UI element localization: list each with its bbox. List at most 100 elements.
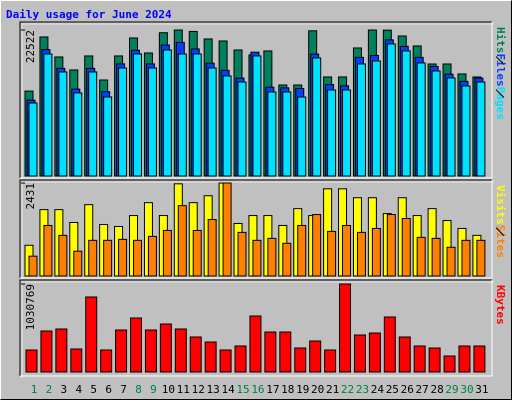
panel-bevel <box>21 281 494 378</box>
x-tick-label: 19 <box>296 383 309 396</box>
bar <box>25 349 38 373</box>
bar <box>88 239 98 277</box>
bar <box>103 239 113 277</box>
bar <box>222 75 232 177</box>
bar <box>413 345 426 373</box>
bar <box>353 334 366 373</box>
x-tick-label: 12 <box>192 383 205 396</box>
bar <box>28 102 38 177</box>
bar <box>252 55 262 177</box>
x-tick-label: 3 <box>61 383 68 396</box>
x-tick-label: 26 <box>401 383 414 396</box>
bar <box>401 50 411 177</box>
y-tick-label: 2431 <box>24 183 37 210</box>
bar <box>192 229 202 277</box>
bar <box>428 347 441 373</box>
bar <box>43 224 53 277</box>
bar <box>267 91 277 177</box>
bar <box>58 71 68 177</box>
bar <box>133 53 143 177</box>
bar <box>147 67 157 177</box>
bar <box>70 348 83 373</box>
legend-entry: Files <box>494 54 507 87</box>
bar <box>327 89 337 177</box>
bar <box>398 336 411 373</box>
bar <box>446 246 456 277</box>
legend-entry: KBytes <box>494 285 507 325</box>
x-tick-label: 21 <box>326 383 339 396</box>
panel-bevel <box>20 180 493 279</box>
bar <box>416 236 426 277</box>
x-tick-label: 9 <box>150 383 157 396</box>
y-tick-label: 1030769 <box>24 284 37 330</box>
bar <box>297 96 307 177</box>
panel-bevel <box>19 21 492 178</box>
x-tick-label: 1 <box>31 383 38 396</box>
bar <box>162 49 172 177</box>
bar <box>43 53 53 177</box>
x-tick-label: 17 <box>266 383 279 396</box>
x-tick-label: 20 <box>311 383 324 396</box>
x-tick-label: 30 <box>460 383 473 396</box>
bar <box>252 239 262 277</box>
legend-separator <box>495 89 505 98</box>
legend-separator <box>495 56 505 65</box>
legend-separator <box>495 227 505 237</box>
bar <box>249 315 262 373</box>
x-tick-label: 22 <box>341 383 354 396</box>
bar <box>130 317 143 373</box>
bar <box>115 329 128 373</box>
bar <box>147 235 157 277</box>
bar <box>204 341 217 373</box>
bar <box>356 63 366 177</box>
legend-entry: Visits <box>494 185 507 225</box>
bar <box>207 67 217 177</box>
chart-title: Daily usage for June 2024 <box>6 8 172 21</box>
x-tick-label: 8 <box>135 383 142 396</box>
bar <box>324 349 337 373</box>
legend-entry: Sites <box>494 225 507 258</box>
bar <box>177 53 187 177</box>
x-tick-label: 23 <box>356 383 369 396</box>
bar <box>294 347 307 373</box>
bar <box>222 182 232 277</box>
bar <box>386 43 396 177</box>
x-tick-label: 5 <box>90 383 97 396</box>
bar <box>73 92 83 177</box>
x-tick-label: 4 <box>75 383 82 396</box>
bar <box>282 242 292 277</box>
bar <box>189 336 202 373</box>
bar <box>162 229 172 277</box>
bar <box>103 96 113 177</box>
x-tick-label: 13 <box>207 383 220 396</box>
legend: KBytes <box>494 285 507 325</box>
bar <box>73 250 83 277</box>
panel-bevel <box>20 280 493 377</box>
panel-bevel <box>19 179 492 278</box>
bar <box>264 331 277 373</box>
x-tick-label: 10 <box>162 383 175 396</box>
bar <box>174 328 187 373</box>
bar <box>100 349 113 373</box>
x-tick-label: 7 <box>120 383 127 396</box>
bar <box>40 330 53 373</box>
bar <box>342 89 352 177</box>
bar <box>118 67 128 177</box>
bar <box>85 296 98 373</box>
legend: HitsFilesPages <box>494 27 507 120</box>
panel-bevel <box>19 279 492 376</box>
bar <box>356 231 366 277</box>
bar <box>327 230 337 277</box>
x-tick-label: 18 <box>281 383 294 396</box>
bar <box>461 85 471 177</box>
legend-entry: Pages <box>494 87 507 120</box>
bar <box>133 239 143 277</box>
bar <box>88 71 98 177</box>
bar <box>386 214 396 277</box>
panel-bevel <box>21 23 494 180</box>
legend-entry: Hits <box>494 27 507 54</box>
bar <box>446 77 456 177</box>
bar <box>312 214 322 277</box>
bar <box>342 224 352 277</box>
